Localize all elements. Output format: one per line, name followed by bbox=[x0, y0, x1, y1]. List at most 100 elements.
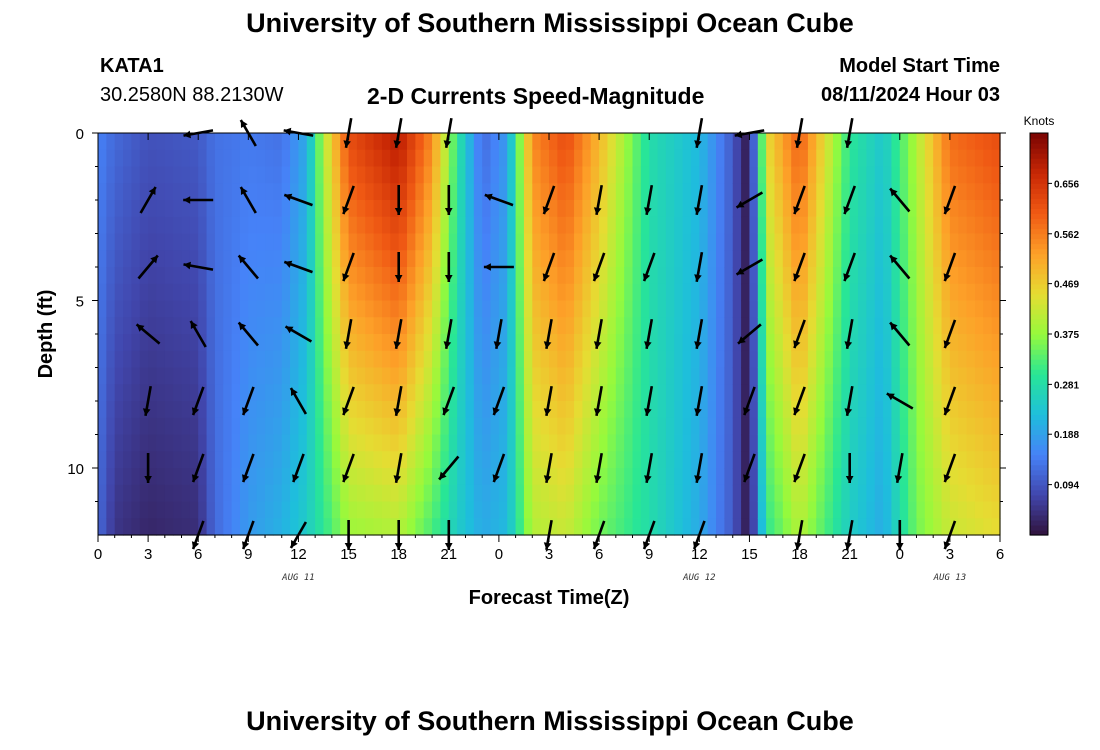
heatmap-cell bbox=[181, 434, 191, 452]
heatmap-cell bbox=[306, 183, 316, 201]
heatmap-cell bbox=[974, 166, 984, 184]
heatmap-cell bbox=[607, 501, 617, 519]
heatmap-cell bbox=[665, 200, 675, 218]
heatmap-cell bbox=[682, 468, 692, 486]
heatmap-cell bbox=[908, 200, 918, 218]
heatmap-cell bbox=[315, 367, 325, 385]
heatmap-cell bbox=[899, 401, 909, 419]
current-vector-arrowhead bbox=[543, 475, 552, 483]
heatmap-cell bbox=[966, 518, 976, 536]
heatmap-cell bbox=[757, 451, 767, 469]
heatmap-cell bbox=[716, 250, 725, 268]
heatmap-cell bbox=[941, 384, 951, 402]
heatmap-cell bbox=[123, 183, 133, 201]
heatmap-cell bbox=[482, 300, 492, 318]
heatmap-cell bbox=[916, 283, 926, 302]
heatmap-cell bbox=[549, 317, 558, 335]
heatmap-cell bbox=[148, 283, 158, 302]
heatmap-cell bbox=[574, 283, 584, 302]
heatmap-cell bbox=[824, 283, 834, 302]
heatmap-cell bbox=[665, 401, 675, 419]
heatmap-cell bbox=[306, 501, 316, 519]
heatmap-cell bbox=[816, 200, 826, 218]
heatmap-cell bbox=[707, 233, 717, 251]
colorbar-segment bbox=[1030, 459, 1048, 466]
heatmap-cell bbox=[958, 317, 968, 335]
current-vector-arrowhead bbox=[793, 474, 801, 483]
heatmap-cell bbox=[699, 283, 709, 302]
heatmap-cell bbox=[323, 434, 333, 452]
heatmap-cell bbox=[473, 518, 483, 536]
heatmap-cell bbox=[607, 484, 617, 503]
heatmap-cell bbox=[523, 216, 533, 235]
heatmap-cell bbox=[106, 233, 116, 251]
heatmap-cell bbox=[983, 216, 993, 235]
heatmap-cell bbox=[657, 367, 667, 385]
heatmap-cell bbox=[949, 216, 959, 235]
heatmap-cell bbox=[574, 367, 584, 385]
heatmap-cell bbox=[106, 149, 116, 168]
heatmap-cell bbox=[173, 451, 183, 469]
heatmap-cell bbox=[415, 283, 425, 302]
heatmap-cell bbox=[874, 317, 884, 335]
heatmap-cell bbox=[390, 367, 400, 385]
heatmap-cell bbox=[315, 468, 325, 486]
heatmap-cell bbox=[164, 183, 174, 201]
heatmap-cell bbox=[690, 216, 700, 235]
heatmap-cell bbox=[791, 434, 801, 452]
heatmap-cell bbox=[640, 384, 650, 402]
heatmap-cell bbox=[139, 434, 149, 452]
heatmap-cell bbox=[131, 133, 141, 151]
heatmap-cell bbox=[716, 468, 725, 486]
heatmap-cell bbox=[958, 133, 968, 151]
heatmap-cell bbox=[164, 334, 174, 352]
heatmap-cell bbox=[106, 317, 116, 335]
heatmap-cell bbox=[515, 384, 525, 402]
heatmap-cell bbox=[356, 434, 366, 452]
heatmap-cell bbox=[189, 367, 199, 385]
heatmap-cell bbox=[148, 484, 158, 503]
heatmap-cell bbox=[390, 417, 400, 436]
heatmap-cell bbox=[699, 300, 709, 318]
heatmap-cell bbox=[256, 183, 266, 201]
heatmap-cell bbox=[791, 166, 801, 184]
heatmap-cell bbox=[407, 367, 416, 385]
colorbar-segment bbox=[1030, 384, 1048, 390]
heatmap-cell bbox=[373, 468, 383, 486]
heatmap-cell bbox=[148, 518, 158, 536]
heatmap-cell bbox=[407, 317, 416, 335]
heatmap-cell bbox=[114, 501, 124, 519]
heatmap-cell bbox=[924, 216, 934, 235]
heatmap-cell bbox=[841, 484, 851, 503]
heatmap-cell bbox=[824, 250, 834, 268]
heatmap-cell bbox=[248, 401, 258, 419]
heatmap-cell bbox=[239, 417, 249, 436]
heatmap-cell bbox=[632, 267, 642, 285]
heatmap-cell bbox=[423, 317, 433, 335]
heatmap-cell bbox=[281, 267, 291, 285]
heatmap-cell bbox=[356, 451, 366, 469]
heatmap-cell bbox=[515, 267, 525, 285]
heatmap-cell bbox=[732, 334, 742, 352]
heatmap-cell bbox=[432, 484, 442, 503]
heatmap-cell bbox=[615, 200, 625, 218]
colorbar-tick-label: 0.094 bbox=[1054, 481, 1079, 492]
heatmap-cell bbox=[281, 401, 291, 419]
heatmap-cell bbox=[607, 267, 617, 285]
heatmap-cell bbox=[933, 434, 943, 452]
heatmap-cell bbox=[306, 484, 316, 503]
colorbar-segment bbox=[1030, 223, 1048, 230]
heatmap-cell bbox=[649, 133, 659, 151]
heatmap-cell bbox=[807, 334, 817, 352]
heatmap-cell bbox=[724, 451, 734, 469]
heatmap-cell bbox=[874, 283, 884, 302]
heatmap-cell bbox=[766, 149, 776, 168]
heatmap-cell bbox=[607, 350, 617, 369]
heatmap-cell bbox=[807, 350, 817, 369]
heatmap-cell bbox=[223, 200, 233, 218]
heatmap-cell bbox=[774, 484, 784, 503]
heatmap-cell bbox=[281, 133, 291, 151]
colorbar-segment bbox=[1030, 519, 1048, 526]
heatmap-cell bbox=[883, 283, 893, 302]
heatmap-cell bbox=[256, 233, 266, 251]
